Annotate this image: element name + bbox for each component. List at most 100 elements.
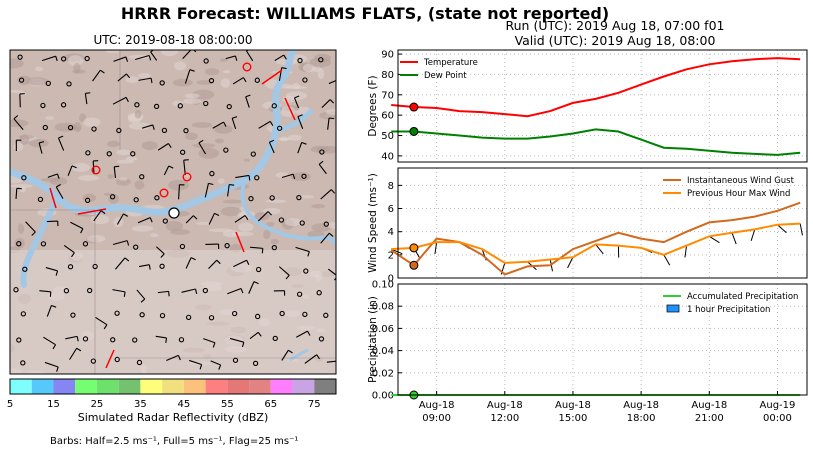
terrain-texture: [312, 66, 322, 73]
wind-barb: [297, 142, 303, 154]
wind-barb: [15, 188, 18, 199]
colorbar-tick-label: 75: [308, 399, 321, 410]
terrain-texture: [222, 69, 231, 74]
terrain-texture: [26, 77, 49, 86]
wind-barb: [777, 224, 787, 234]
wind-barb-flag: [240, 288, 244, 294]
wind-barb-flag: [329, 117, 335, 120]
wind-barb-flag: [123, 291, 126, 297]
terrain-texture: [265, 199, 287, 203]
wind-barb: [296, 330, 308, 338]
station-calm-marker: [139, 174, 145, 180]
terrain-texture: [277, 137, 292, 141]
wind-barb: [184, 69, 191, 84]
station-calm-marker: [224, 243, 230, 249]
wind-barb: [65, 335, 78, 340]
colorbar-label: Simulated Radar Reflectivity (dBZ): [77, 411, 269, 424]
station-calm-marker: [90, 358, 97, 364]
station-calm-marker: [255, 266, 262, 273]
station-calm-marker: [67, 264, 74, 270]
wind-barb: [249, 246, 263, 249]
terrain-texture: [325, 108, 336, 116]
x-tick-label: 15:00: [559, 413, 588, 424]
x-tick-label: Aug-18: [555, 400, 591, 411]
station-calm-marker: [13, 287, 19, 293]
wind-barb: [274, 54, 285, 62]
station-calm-marker: [82, 336, 89, 342]
chart-panel-2: 0 2 4 6 8 Wind Speed (ms⁻¹) Instantaneous Wind…: [367, 167, 808, 285]
colorbar-swatch: [96, 379, 119, 394]
current-time-marker: [409, 260, 419, 270]
station-calm-marker: [16, 337, 22, 343]
wind-barb-flag: [330, 189, 336, 194]
terrain-texture: [204, 68, 220, 76]
station-calm-marker: [134, 102, 140, 108]
station-calm-marker: [92, 263, 98, 270]
wind-barb-flag: [316, 354, 321, 360]
wind-barb: [233, 259, 247, 268]
wind-barb-flag: [189, 69, 195, 72]
wind-barb-flag: [257, 332, 262, 337]
colorbar-swatch: [292, 379, 315, 394]
terrain-texture: [45, 116, 55, 120]
station-calm-marker: [248, 195, 254, 202]
terrain-texture: [311, 204, 326, 209]
wind-barb: [281, 173, 294, 178]
wind-barb: [43, 336, 56, 346]
terrain-texture: [107, 140, 120, 148]
terrain-texture: [222, 199, 244, 204]
terrain-texture: [128, 122, 151, 130]
station-calm-marker: [20, 360, 26, 366]
station-calm-marker: [159, 263, 165, 269]
station-calm-marker: [299, 220, 305, 226]
wind-barb-flag: [329, 99, 335, 104]
station-calm-marker: [183, 127, 189, 134]
station-calm-marker: [202, 287, 209, 294]
wind-barb-flag: [212, 342, 216, 348]
wind-barb-flag: [126, 240, 130, 246]
wind-barb-flag: [168, 143, 172, 148]
wind-barb: [731, 232, 737, 245]
terrain-texture: [128, 54, 151, 60]
wind-barb-flag: [140, 298, 146, 303]
station-calm-marker: [159, 312, 166, 319]
station-calm-marker: [106, 151, 112, 157]
wind-barb: [663, 254, 671, 266]
station-calm-marker: [154, 195, 160, 201]
terrain-texture: [134, 109, 142, 119]
y-axis-label: Wind Speed (ms⁻¹): [367, 173, 379, 273]
station-calm-marker: [319, 149, 325, 155]
wind-barb: [293, 97, 300, 109]
wind-barb-flag: [229, 183, 235, 186]
wind-barb: [320, 232, 330, 244]
wind-barb: [57, 137, 65, 151]
wind-barb: [203, 338, 216, 344]
wind-barb: [116, 213, 124, 225]
wind-barb-flag: [241, 342, 245, 348]
wind-barb: [321, 99, 331, 109]
wind-barb-flag: [218, 364, 222, 370]
wind-barb: [63, 245, 75, 254]
terrain-texture: [185, 132, 198, 141]
terrain-texture: [311, 223, 332, 232]
wind-barb-flag: [152, 124, 155, 130]
river-branch: [240, 178, 336, 246]
station-calm-marker: [254, 175, 260, 181]
river-arm: [275, 108, 314, 133]
legend-entry: Instantaneous Wind Gust: [687, 176, 795, 186]
station-calm-marker: [42, 124, 48, 131]
y-tick-label: 60: [381, 111, 394, 122]
colorbar-tick-label: 15: [47, 399, 60, 410]
site-marker: [168, 207, 180, 219]
wind-barb: [157, 143, 169, 151]
y-tick-label: 8: [388, 181, 394, 192]
terrain-texture: [191, 122, 213, 128]
wind-barb: [304, 354, 317, 364]
station-calm-marker: [279, 310, 285, 317]
station-calm-marker: [159, 80, 165, 86]
wind-barb-flag: [177, 355, 181, 361]
map-area: [10, 50, 336, 374]
terrain-texture: [14, 237, 25, 249]
terrain-texture: [125, 76, 140, 83]
y-tick-label: 70: [381, 90, 394, 101]
